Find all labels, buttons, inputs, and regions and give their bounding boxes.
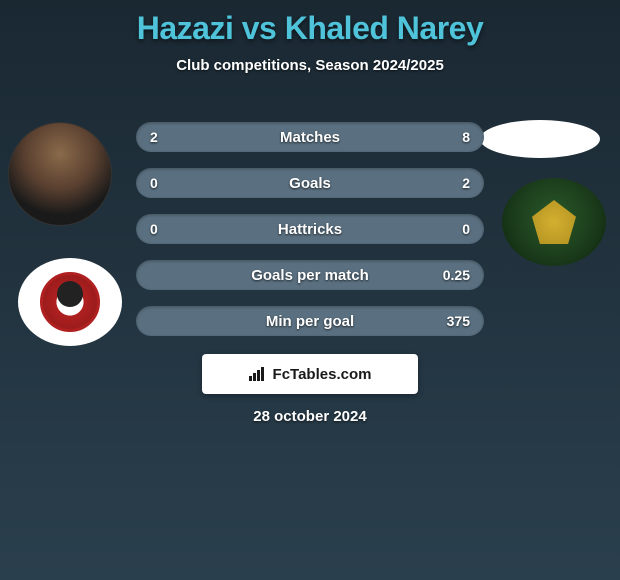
source-badge[interactable]: FcTables.com (202, 354, 418, 394)
source-badge-text: FcTables.com (273, 366, 372, 383)
stat-label: Goals (289, 175, 331, 192)
stat-row-goals: 0 Goals 2 (136, 168, 484, 198)
club-badge-icon (40, 272, 100, 332)
stat-left-value: 2 (150, 129, 158, 145)
stat-right-value: 2 (462, 175, 470, 191)
stat-label: Min per goal (266, 313, 354, 330)
stat-label: Goals per match (251, 267, 369, 284)
player1-club-badge (18, 258, 122, 346)
chart-icon (249, 367, 267, 381)
stat-row-matches: 2 Matches 8 (136, 122, 484, 152)
stat-left-value: 0 (150, 175, 158, 191)
stats-table: 2 Matches 8 0 Goals 2 0 Hattricks 0 Goal… (136, 122, 484, 352)
stat-right-value: 8 (462, 129, 470, 145)
stat-label: Matches (280, 129, 340, 146)
footer-date: 28 october 2024 (0, 408, 620, 425)
stat-left-value: 0 (150, 221, 158, 237)
stat-right-value: 0 (462, 221, 470, 237)
player1-avatar (8, 122, 112, 226)
player2-flag (480, 120, 600, 158)
stat-row-hattricks: 0 Hattricks 0 (136, 214, 484, 244)
stat-row-min-per-goal: Min per goal 375 (136, 306, 484, 336)
stat-right-value: 0.25 (443, 267, 470, 283)
player2-club-badge (502, 178, 606, 266)
stat-label: Hattricks (278, 221, 342, 238)
page-title: Hazazi vs Khaled Narey (0, 0, 620, 47)
stat-row-goals-per-match: Goals per match 0.25 (136, 260, 484, 290)
subtitle: Club competitions, Season 2024/2025 (0, 57, 620, 74)
club-badge-icon (532, 200, 576, 244)
stat-right-value: 375 (447, 313, 470, 329)
